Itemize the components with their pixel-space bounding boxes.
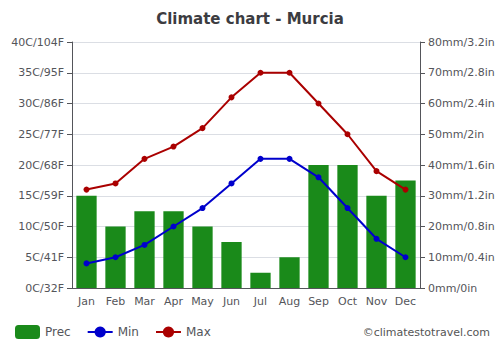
svg-text:0mm/0in: 0mm/0in — [428, 282, 477, 295]
svg-text:70mm/2.8in: 70mm/2.8in — [428, 66, 495, 79]
svg-text:Apr: Apr — [164, 295, 184, 308]
svg-text:Aug: Aug — [279, 295, 300, 308]
svg-text:Feb: Feb — [106, 295, 125, 308]
svg-text:Dec: Dec — [395, 295, 416, 308]
svg-text:Max: Max — [186, 325, 211, 339]
svg-text:Climate chart - Murcia: Climate chart - Murcia — [156, 10, 344, 28]
svg-text:35C/95F: 35C/95F — [18, 66, 64, 79]
svg-text:60mm/2.4in: 60mm/2.4in — [428, 97, 495, 110]
svg-text:25C/77F: 25C/77F — [18, 128, 64, 141]
svg-text:May: May — [191, 295, 214, 308]
svg-text:Prec: Prec — [45, 325, 71, 339]
svg-text:Min: Min — [118, 325, 139, 339]
svg-text:40mm/1.6in: 40mm/1.6in — [428, 159, 495, 172]
svg-text:Oct: Oct — [338, 295, 358, 308]
svg-text:Sep: Sep — [308, 295, 329, 308]
svg-text:15C/59F: 15C/59F — [18, 189, 64, 202]
svg-text:30C/86F: 30C/86F — [18, 97, 64, 110]
svg-text:10C/50F: 10C/50F — [18, 220, 64, 233]
svg-text:80mm/3.2in: 80mm/3.2in — [428, 36, 495, 49]
svg-text:Mar: Mar — [134, 295, 155, 308]
svg-text:Jan: Jan — [77, 295, 95, 308]
svg-text:10mm/0.4in: 10mm/0.4in — [428, 251, 495, 264]
svg-text:Jun: Jun — [222, 295, 240, 308]
svg-text:Jul: Jul — [253, 295, 267, 308]
svg-text:0C/32F: 0C/32F — [25, 282, 64, 295]
svg-text:30mm/1.2in: 30mm/1.2in — [428, 189, 495, 202]
svg-text:©climatestotravel.com: ©climatestotravel.com — [363, 326, 490, 339]
svg-text:Nov: Nov — [366, 295, 388, 308]
svg-text:20mm/0.8in: 20mm/0.8in — [428, 220, 495, 233]
svg-text:5C/41F: 5C/41F — [25, 251, 64, 264]
svg-text:20C/68F: 20C/68F — [18, 159, 64, 172]
svg-text:50mm/2in: 50mm/2in — [428, 128, 484, 141]
svg-text:40C/104F: 40C/104F — [11, 36, 64, 49]
